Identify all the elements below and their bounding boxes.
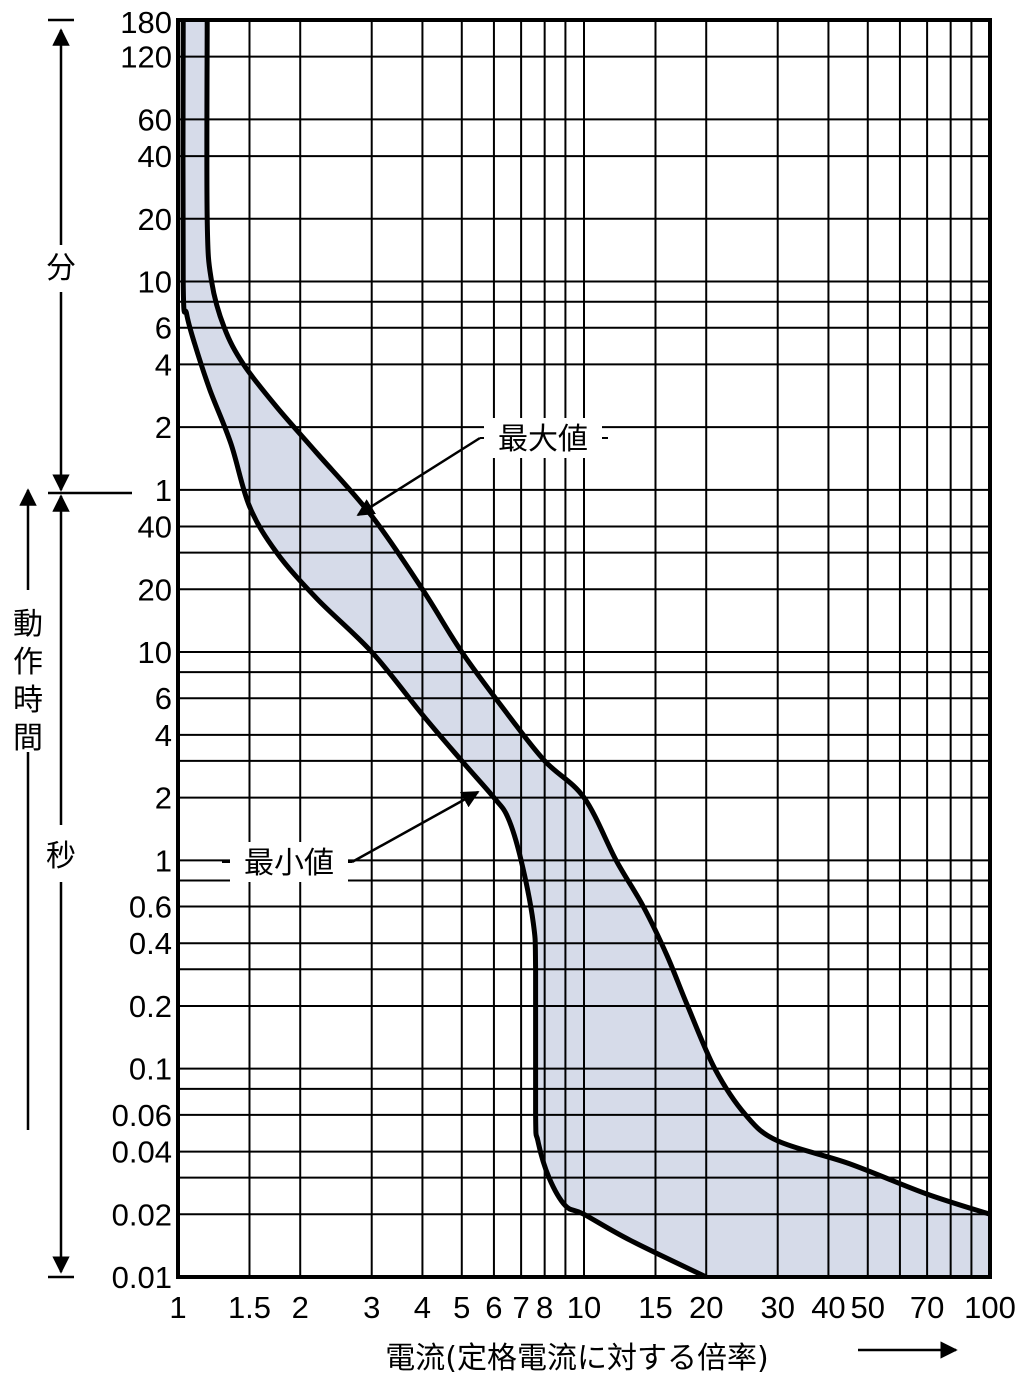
x-tick-label: 40	[811, 1290, 845, 1325]
y-tick-label: 2	[155, 410, 172, 445]
y-tick-label: 180	[120, 5, 172, 40]
y-tick-label: 10	[138, 265, 172, 300]
y-title-char-1: 動	[13, 607, 43, 642]
x-tick-label: 20	[689, 1290, 723, 1325]
seconds-label: 秒	[46, 839, 76, 874]
y-tick-label: 0.2	[129, 989, 172, 1024]
annotation-min: 最小値	[222, 790, 480, 882]
y-tick-labels: 18012060402010642140201064210.60.40.20.1…	[112, 5, 172, 1295]
series-curves	[180, 20, 990, 1277]
y-tick-label: 6	[155, 681, 172, 716]
min-curve	[180, 20, 708, 1277]
annotation-max-arrow	[356, 436, 481, 517]
trip-band	[183, 20, 990, 1277]
x-tick-label: 1	[169, 1290, 186, 1325]
x-axis-title: 電流(定格電流に対する倍率)	[385, 1341, 768, 1376]
x-tick-label: 4	[414, 1290, 431, 1325]
y-tick-label: 0.06	[112, 1098, 172, 1133]
y-tick-label: 4	[155, 718, 172, 753]
x-tick-label: 15	[638, 1290, 672, 1325]
y-tick-label: 1	[155, 843, 172, 878]
annotation-min-arrow	[351, 790, 480, 864]
plot-grid	[177, 19, 991, 1278]
minutes-label: 分	[46, 251, 76, 286]
y-tick-label: 60	[138, 102, 172, 137]
x-tick-label: 5	[453, 1290, 470, 1325]
y-tick-label: 0.04	[112, 1135, 172, 1170]
y-tick-label: 20	[138, 572, 172, 607]
y-tick-label: 1	[155, 473, 172, 508]
y-tick-label: 4	[155, 347, 172, 382]
y-tick-label: 6	[155, 311, 172, 346]
x-tick-label: 1.5	[228, 1290, 271, 1325]
y-tick-label: 40	[138, 139, 172, 174]
y-title-char-3: 時	[13, 683, 43, 718]
y-tick-label: 0.4	[129, 926, 172, 961]
y-tick-label: 40	[138, 510, 172, 545]
x-tick-label: 3	[363, 1290, 380, 1325]
band-area	[183, 20, 990, 1277]
y-tick-label: 0.02	[112, 1197, 172, 1232]
y-tick-label: 2	[155, 781, 172, 816]
y-tick-label: 0.6	[129, 890, 172, 925]
y-axis-brackets	[19, 18, 132, 1279]
x-tick-label: 10	[567, 1290, 601, 1325]
y-tick-label: 0.01	[112, 1260, 172, 1295]
x-tick-label: 2	[292, 1290, 309, 1325]
plot-frame	[176, 18, 992, 1279]
x-tick-label: 8	[536, 1290, 553, 1325]
x-tick-label: 7	[512, 1290, 529, 1325]
y-tick-label: 120	[120, 40, 172, 75]
x-tick-label: 100	[964, 1290, 1016, 1325]
y-title-char-2: 作	[13, 645, 43, 680]
annotation-min-bg	[230, 842, 348, 882]
y-axis-title: 動 作 時 間	[13, 607, 43, 756]
x-tick-labels: 1 1.5 2 3 4 5 6 7 8 10 15 20 30 40 50 70 100	[169, 1290, 1015, 1325]
annotation-max-text: 最大値	[498, 422, 588, 457]
annotation-max-bg	[484, 418, 602, 458]
annotation-min-text: 最小値	[244, 846, 334, 881]
y-tick-label: 0.1	[129, 1052, 172, 1087]
annotation-max: 最大値	[356, 418, 608, 517]
x-tick-label: 70	[910, 1290, 944, 1325]
x-tick-label: 30	[760, 1290, 794, 1325]
x-tick-label: 6	[485, 1290, 502, 1325]
x-tick-label: 50	[851, 1290, 885, 1325]
max-curve	[204, 20, 990, 1217]
y-tick-label: 10	[138, 635, 172, 670]
y-title-char-4: 間	[13, 721, 43, 756]
y-tick-label: 20	[138, 202, 172, 237]
